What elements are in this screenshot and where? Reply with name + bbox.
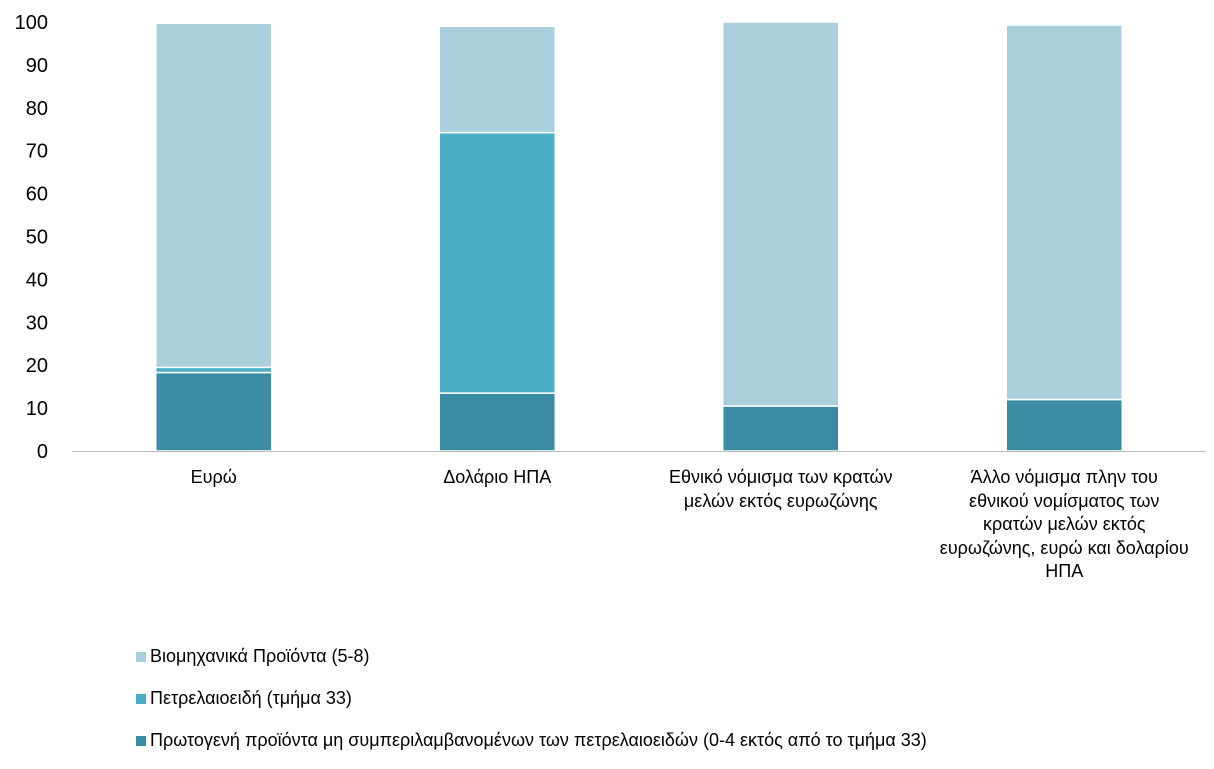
y-tick-label: 100 — [15, 12, 48, 34]
bar-segment-s0-c2 — [722, 405, 840, 452]
y-tick-label: 20 — [26, 355, 48, 377]
legend-swatch-primary — [136, 735, 146, 746]
bar-segment-s0-c1 — [438, 392, 556, 452]
legend-item-industrial: Βιομηχανικά Προϊόντα (5-8) — [136, 643, 927, 670]
bar-segment-s0-c3 — [1005, 398, 1123, 452]
y-tick-label: 30 — [26, 312, 48, 334]
stacked-bar-chart: 0 10 20 30 40 50 60 70 80 90 100 — [15, 12, 1206, 463]
bar-segment-s1-c1 — [438, 131, 556, 394]
bar-segment-s2-c0 — [155, 22, 273, 369]
y-axis: 0 10 20 30 40 50 60 70 80 90 100 — [15, 12, 48, 463]
bar-segment-s2-c1 — [438, 25, 556, 134]
y-tick-label: 60 — [26, 184, 48, 206]
legend-swatch-petroleum — [136, 693, 146, 704]
legend: Βιομηχανικά Προϊόντα (5-8) Πετρελαιοειδή… — [136, 643, 927, 769]
bar-segment-s2-c3 — [1005, 24, 1123, 401]
y-tick-label: 0 — [37, 441, 48, 463]
y-tick-label: 10 — [26, 398, 48, 420]
x-category-label: Δολάριο ΗΠΑ — [443, 467, 552, 487]
y-tick-label: 40 — [26, 269, 48, 291]
y-tick-label: 50 — [26, 227, 48, 249]
y-tick-label: 80 — [26, 98, 48, 120]
y-tick-label: 70 — [26, 141, 48, 163]
x-category-label: Εθνικό νόμισμα των κρατών μελών εκτός ευ… — [668, 467, 893, 511]
legend-label-industrial: Βιομηχανικά Προϊόντα (5-8) — [150, 646, 370, 666]
legend-swatch-industrial — [136, 651, 146, 662]
legend-label-petroleum: Πετρελαιοειδή (τμήμα 33) — [150, 688, 352, 708]
bar-segment-s1-c0 — [155, 366, 273, 374]
bar-segment-s0-c0 — [155, 371, 273, 452]
x-category-label: Ευρώ — [190, 467, 237, 487]
legend-item-petroleum: Πετρελαιοειδή (τμήμα 33) — [136, 685, 927, 712]
y-tick-label: 90 — [26, 55, 48, 77]
x-category-label: Άλλο νόμισμα πλην του εθνικού νομίσματος… — [939, 467, 1189, 581]
bar-segment-s2-c2 — [722, 21, 840, 407]
bars — [155, 21, 1123, 452]
legend-label-primary: Πρωτογενή προϊόντα μη συμπεριλαμβανομένω… — [150, 730, 927, 750]
legend-item-primary: Πρωτογενή προϊόντα μη συμπεριλαμβανομένω… — [136, 727, 927, 754]
